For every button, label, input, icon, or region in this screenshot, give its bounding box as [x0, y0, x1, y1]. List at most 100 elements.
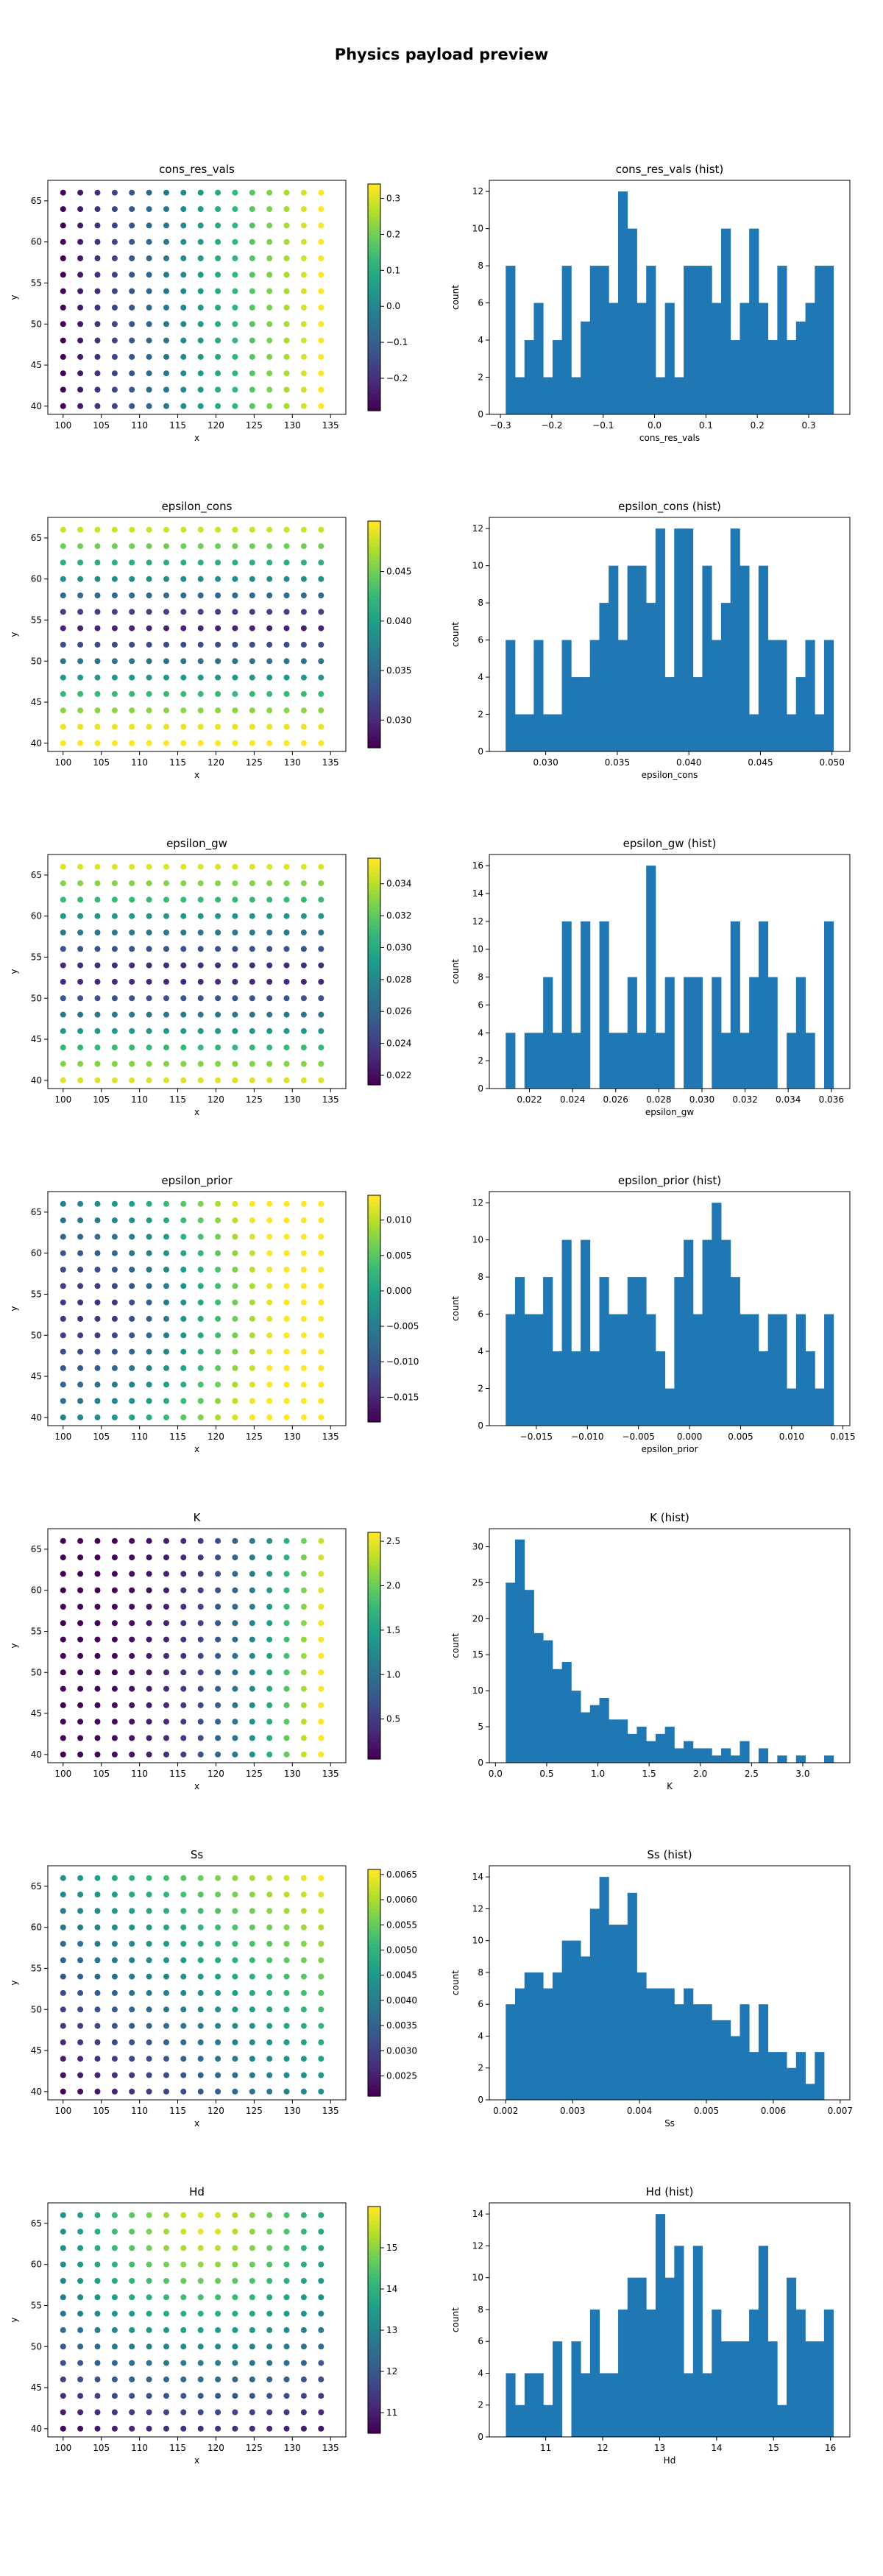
- panel-0-point: [163, 386, 169, 393]
- panel-12-point: [300, 2212, 307, 2218]
- panel-0-colorbar-band: [368, 343, 380, 347]
- panel-6-point: [77, 1299, 84, 1306]
- panel-11-bar: [636, 1972, 647, 2100]
- panel-2-point: [180, 707, 187, 714]
- panel-8-axes-frame: [47, 1528, 347, 1763]
- panel-4-point: [60, 930, 66, 935]
- panel-2-colorbar-band: [368, 684, 380, 688]
- panel-4-point: [77, 1061, 84, 1067]
- panel-3-bar: [617, 640, 628, 751]
- panel-10-point: [266, 1941, 273, 1947]
- panel-8-point: [283, 1652, 290, 1659]
- panel-6-point: [77, 1348, 84, 1355]
- panel-4-point: [129, 863, 135, 870]
- panel-2-colorbar-band: [368, 545, 380, 551]
- panel-0-point: [77, 321, 84, 328]
- panel-6-point: [283, 1267, 290, 1273]
- panel-10-colorbar-band: [368, 2064, 380, 2069]
- panel-11-bar: [767, 2052, 778, 2100]
- panel-4-point: [129, 1061, 135, 1067]
- panel-0-point: [146, 206, 152, 213]
- panel-8-point: [77, 1735, 84, 1741]
- panel-4-point: [283, 1077, 290, 1083]
- panel-10-point: [249, 2056, 255, 2062]
- panel-0-point: [300, 206, 307, 213]
- panel-6-point: [232, 1398, 238, 1404]
- panel-10-colorbar-band: [368, 1908, 380, 1913]
- panel-10-point: [129, 2056, 135, 2062]
- panel-7-xtick-label: −0.015: [520, 1432, 553, 1442]
- panel-0-point: [129, 189, 135, 196]
- panel-8-colorbar-tick-label: 1.5: [386, 1625, 400, 1635]
- panel-8-point: [146, 1636, 152, 1643]
- panel-8-point: [146, 1538, 152, 1544]
- panel-11-bar: [712, 2020, 722, 2100]
- panel-0-ytick-label: 40: [31, 401, 42, 411]
- panel-10-point: [266, 2039, 273, 2045]
- panel-7-ytick-label: 10: [472, 1235, 483, 1245]
- panel-7-ytick-label: 8: [478, 1272, 483, 1282]
- panel-10-point: [77, 1892, 84, 1898]
- panel-0-point: [232, 189, 238, 196]
- panel-11-bar: [571, 1940, 581, 2100]
- panel-6-point: [163, 1299, 169, 1306]
- panel-4-colorbar-band: [368, 894, 380, 898]
- panel-2-point: [318, 641, 325, 648]
- panel-6-point: [283, 1200, 290, 1207]
- panel-2-point: [266, 707, 273, 714]
- panel-13-ylabel: count: [450, 2307, 461, 2332]
- panel-12-xtick-label: 125: [246, 2443, 263, 2453]
- panel-12-point: [163, 2310, 169, 2317]
- panel-8-point: [300, 1669, 307, 1676]
- panel-4-point: [180, 1061, 187, 1067]
- panel-4-point: [300, 1061, 307, 1067]
- panel-5-bar: [664, 977, 675, 1089]
- panel-6-colorbar-band: [368, 1309, 380, 1313]
- panel-6-colorbar-band: [368, 1407, 380, 1412]
- panel-2-point: [215, 740, 221, 746]
- panel-4-point: [180, 896, 187, 903]
- panel-2-point: [300, 625, 307, 631]
- panel-0-xtick-label: 100: [54, 420, 71, 431]
- panel-5-bar: [749, 977, 759, 1089]
- panel-4-point: [318, 863, 325, 870]
- panel-0-colorbar-band: [368, 318, 380, 323]
- panel-12-point: [180, 2343, 187, 2350]
- panel-12-point: [146, 2393, 152, 2399]
- panel-6-point: [318, 1283, 325, 1289]
- panel-2-point: [163, 641, 169, 648]
- panel-12-point: [77, 2212, 84, 2218]
- panel-6-point: [146, 1414, 152, 1420]
- panel-6-point: [232, 1283, 238, 1289]
- panel-9-title: K (hist): [650, 1511, 689, 1524]
- panel-8-point: [60, 1538, 66, 1544]
- panel-8-point: [318, 1652, 325, 1659]
- panel-12-point: [77, 2245, 84, 2251]
- panel-12-colorbar-band: [368, 2213, 380, 2218]
- panel-12-point: [283, 2343, 290, 2350]
- panel-10-ytick-label: 40: [31, 2087, 42, 2097]
- panel-9-bar: [636, 1727, 647, 1763]
- panel-6-point: [111, 1267, 118, 1273]
- panel-0-point: [146, 353, 152, 360]
- panel-12-point: [215, 2278, 221, 2284]
- panel-0-point: [318, 321, 325, 328]
- panel-1-xtick-label: 0.0: [648, 420, 662, 431]
- panel-6-point: [77, 1365, 84, 1371]
- panel-0-colorbar-band: [368, 311, 380, 316]
- panel-11-bar: [805, 2084, 815, 2100]
- panel-12-colorbar-band: [368, 2344, 380, 2349]
- panel-6-colorbar-tick-label: 0.005: [386, 1250, 411, 1261]
- panel-6-point: [77, 1283, 84, 1289]
- panel-2-point: [77, 674, 84, 681]
- panel-2-point: [129, 576, 135, 582]
- panel-7-bar: [655, 1351, 666, 1426]
- panel-4-point: [146, 946, 152, 952]
- panel-12-colorbar-band: [368, 2274, 380, 2278]
- panel-12-point: [180, 2261, 187, 2268]
- panel-10-colorbar-band: [368, 1887, 380, 1892]
- panel-2-point: [300, 641, 307, 648]
- panel-5-bar: [805, 1033, 815, 1089]
- panel-0-point: [77, 255, 84, 261]
- panel-2-point: [146, 690, 152, 697]
